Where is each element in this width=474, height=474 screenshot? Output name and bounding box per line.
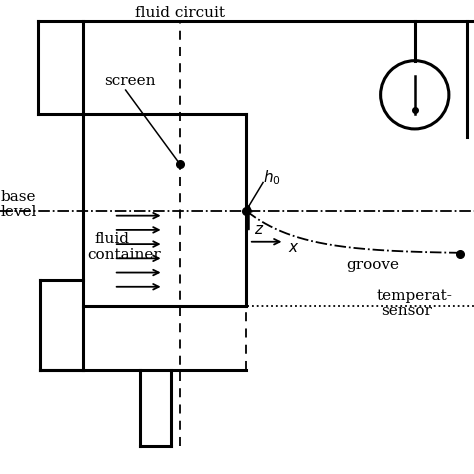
Text: base: base — [1, 190, 36, 204]
Text: $h_0$: $h_0$ — [263, 168, 281, 187]
Text: groove: groove — [346, 258, 399, 273]
Text: screen: screen — [104, 73, 156, 88]
Text: sensor: sensor — [382, 304, 432, 319]
Text: fluid: fluid — [95, 232, 130, 246]
Text: $z$: $z$ — [254, 222, 264, 237]
Text: level: level — [1, 205, 37, 219]
Text: fluid circuit: fluid circuit — [135, 6, 225, 20]
Text: container: container — [88, 248, 162, 262]
Text: temperat-: temperat- — [377, 289, 453, 303]
Text: $x$: $x$ — [288, 240, 300, 255]
